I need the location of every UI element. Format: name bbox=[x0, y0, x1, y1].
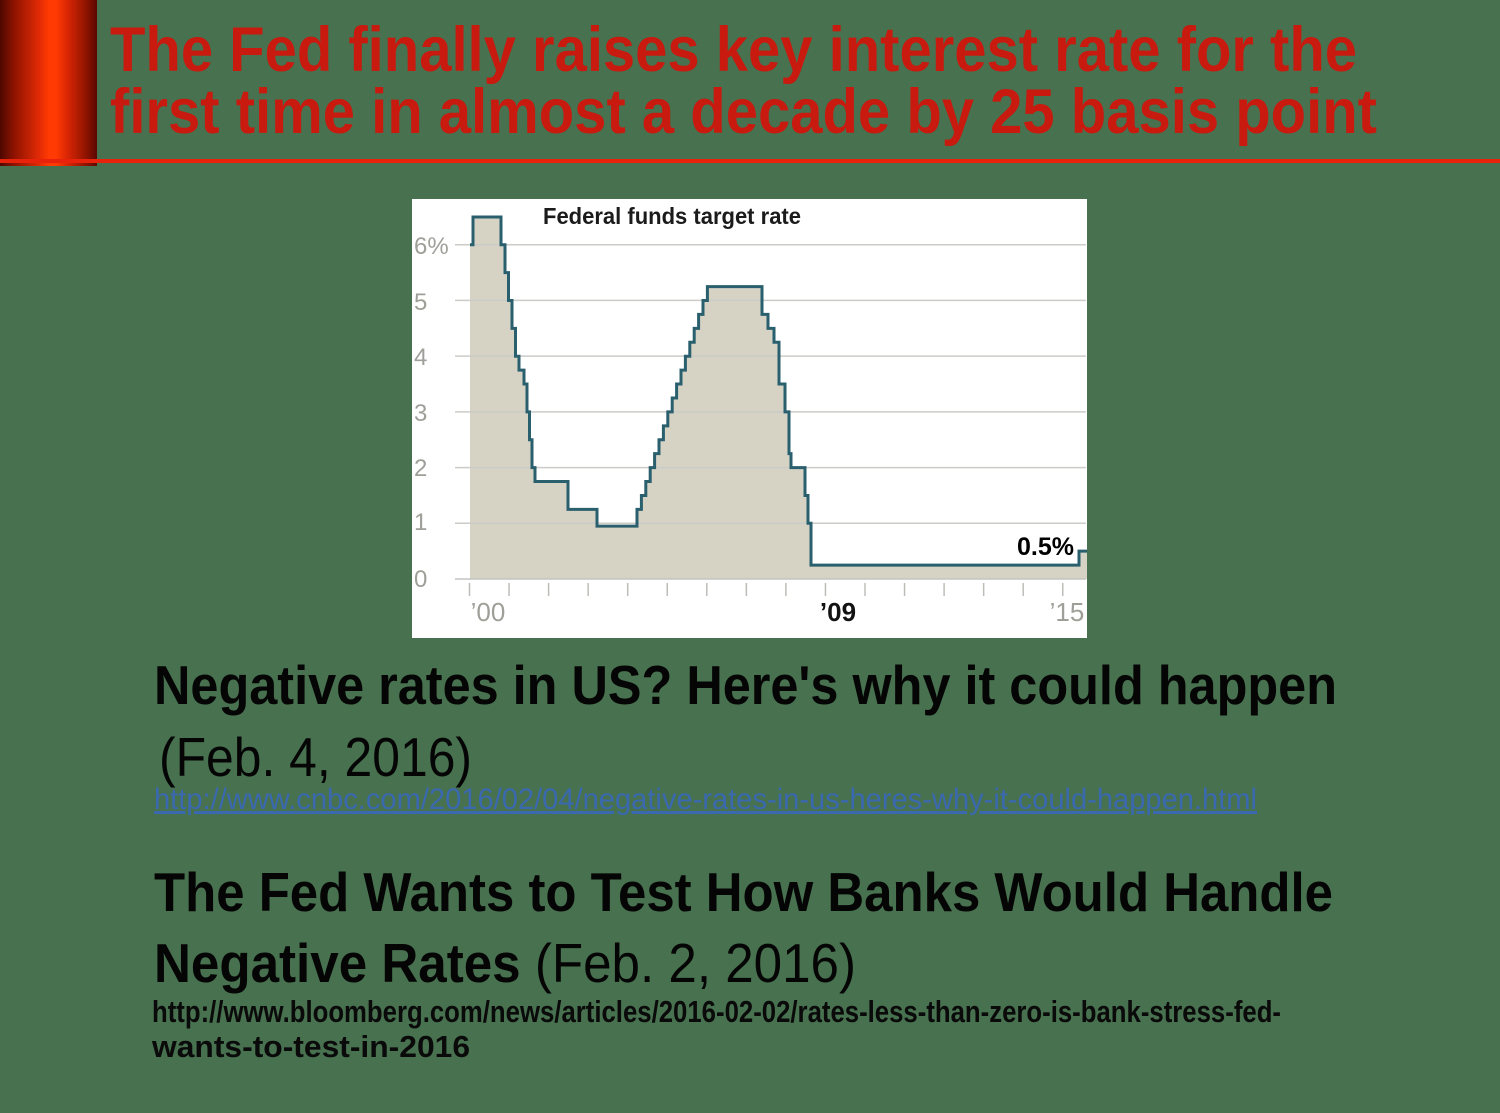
svg-text:4: 4 bbox=[414, 344, 427, 371]
svg-text:3: 3 bbox=[414, 400, 427, 427]
svg-text:’09: ’09 bbox=[820, 597, 856, 627]
svg-text:5: 5 bbox=[414, 289, 427, 316]
svg-text:0: 0 bbox=[414, 566, 427, 593]
svg-text:’00: ’00 bbox=[471, 597, 506, 627]
svg-text:2: 2 bbox=[414, 455, 427, 482]
svg-text:6%: 6% bbox=[414, 233, 449, 260]
svg-text:Federal funds target rate: Federal funds target rate bbox=[543, 203, 801, 229]
svg-text:’15: ’15 bbox=[1050, 597, 1085, 627]
svg-text:1: 1 bbox=[414, 509, 427, 536]
svg-text:0.5%: 0.5% bbox=[1017, 533, 1074, 561]
